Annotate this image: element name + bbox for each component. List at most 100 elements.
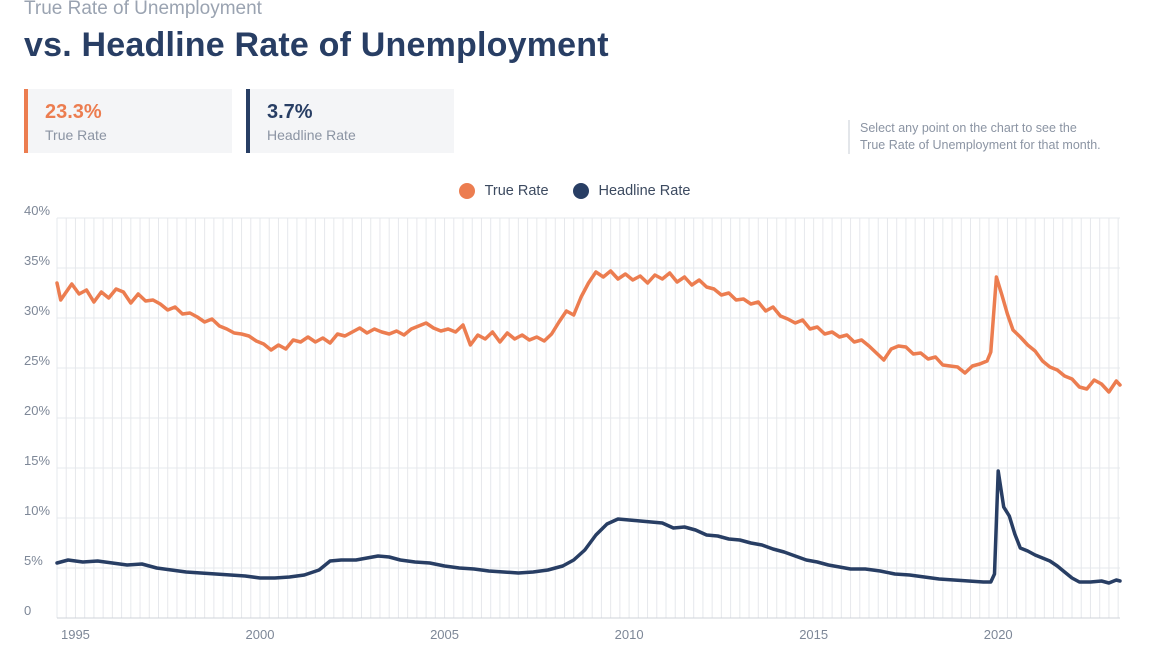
data-point[interactable] [921,574,927,580]
data-point[interactable] [689,282,695,288]
data-point[interactable] [209,316,215,322]
data-point[interactable] [386,554,392,560]
data-point[interactable] [298,339,304,345]
data-point[interactable] [648,519,654,525]
data-point[interactable] [349,329,355,335]
data-point[interactable] [442,563,448,569]
data-point[interactable] [829,329,835,335]
data-point[interactable] [213,571,219,577]
data-point[interactable] [512,336,518,342]
data-point[interactable] [338,557,344,563]
data-point[interactable] [301,572,307,578]
data-point[interactable] [988,349,994,355]
data-point[interactable] [305,334,311,340]
data-point[interactable] [386,331,392,337]
data-point[interactable] [593,532,599,538]
data-point[interactable] [408,326,414,332]
legend-item-headline-rate[interactable]: Headline Rate [572,183,690,199]
data-point[interactable] [320,335,326,341]
data-point[interactable] [667,270,673,276]
data-point[interactable] [936,576,942,582]
data-point[interactable] [534,334,540,340]
data-point[interactable] [715,533,721,539]
data-point[interactable] [63,289,69,295]
data-point[interactable] [1076,384,1082,390]
data-point[interactable] [202,319,208,325]
data-point[interactable] [999,292,1005,298]
data-point[interactable] [966,578,972,584]
data-point[interactable] [120,289,126,295]
data-point[interactable] [364,555,370,561]
data-point[interactable] [604,521,610,527]
data-point[interactable] [290,337,296,343]
data-point[interactable] [515,570,521,576]
data-point[interactable] [526,337,532,343]
data-point[interactable] [925,356,931,362]
data-point[interactable] [781,549,787,555]
data-point[interactable] [1069,575,1075,581]
data-point[interactable] [80,559,86,565]
data-point[interactable] [379,329,385,335]
data-point[interactable] [984,358,990,364]
data-point[interactable] [560,563,566,569]
data-point[interactable] [836,564,842,570]
data-point[interactable] [770,546,776,552]
data-point[interactable] [84,287,90,293]
data-point[interactable] [272,575,278,581]
data-point[interactable] [681,524,687,530]
data-point[interactable] [1039,555,1045,561]
data-point[interactable] [187,310,193,316]
data-point[interactable] [519,332,525,338]
data-point[interactable] [135,291,141,297]
data-point[interactable] [124,562,130,568]
data-point[interactable] [593,269,599,275]
data-point[interactable] [430,325,436,331]
data-point[interactable] [253,338,259,344]
data-point[interactable] [471,566,477,572]
data-point[interactable] [896,343,902,349]
legend-item-true-rate[interactable]: True Rate [458,183,549,199]
data-point[interactable] [711,286,717,292]
data-point[interactable] [91,299,97,305]
data-point[interactable] [1091,377,1097,383]
data-point[interactable] [65,557,71,563]
data-point[interactable] [748,301,754,307]
data-point[interactable] [578,294,584,300]
data-point[interactable] [681,274,687,280]
data-point[interactable] [1004,311,1010,317]
data-point[interactable] [1106,389,1112,395]
data-point[interactable] [179,311,185,317]
data-point[interactable] [1117,578,1123,584]
data-point[interactable] [866,343,872,349]
data-point[interactable] [718,292,724,298]
data-point[interactable] [76,291,82,297]
data-point[interactable] [1017,545,1023,551]
data-point[interactable] [755,299,761,305]
data-point[interactable] [1054,367,1060,373]
data-point[interactable] [881,357,887,363]
data-point[interactable] [353,557,359,563]
data-point[interactable] [530,569,536,575]
data-point[interactable] [918,350,924,356]
data-point[interactable] [445,326,451,332]
data-point[interactable] [892,571,898,577]
data-point[interactable] [412,559,418,565]
data-point[interactable] [877,568,883,574]
data-point[interactable] [261,341,267,347]
data-point[interactable] [586,280,592,286]
data-point[interactable] [932,354,938,360]
data-point[interactable] [427,560,433,566]
data-point[interactable] [741,296,747,302]
data-point[interactable] [1032,552,1038,558]
data-point[interactable] [316,567,322,573]
data-point[interactable] [475,332,481,338]
data-point[interactable] [980,579,986,585]
data-point[interactable] [563,308,569,314]
data-point[interactable] [54,560,60,566]
data-point[interactable] [275,342,281,348]
data-point[interactable] [822,331,828,337]
data-point[interactable] [335,331,341,337]
data-point[interactable] [1006,513,1012,519]
data-point[interactable] [1084,386,1090,392]
